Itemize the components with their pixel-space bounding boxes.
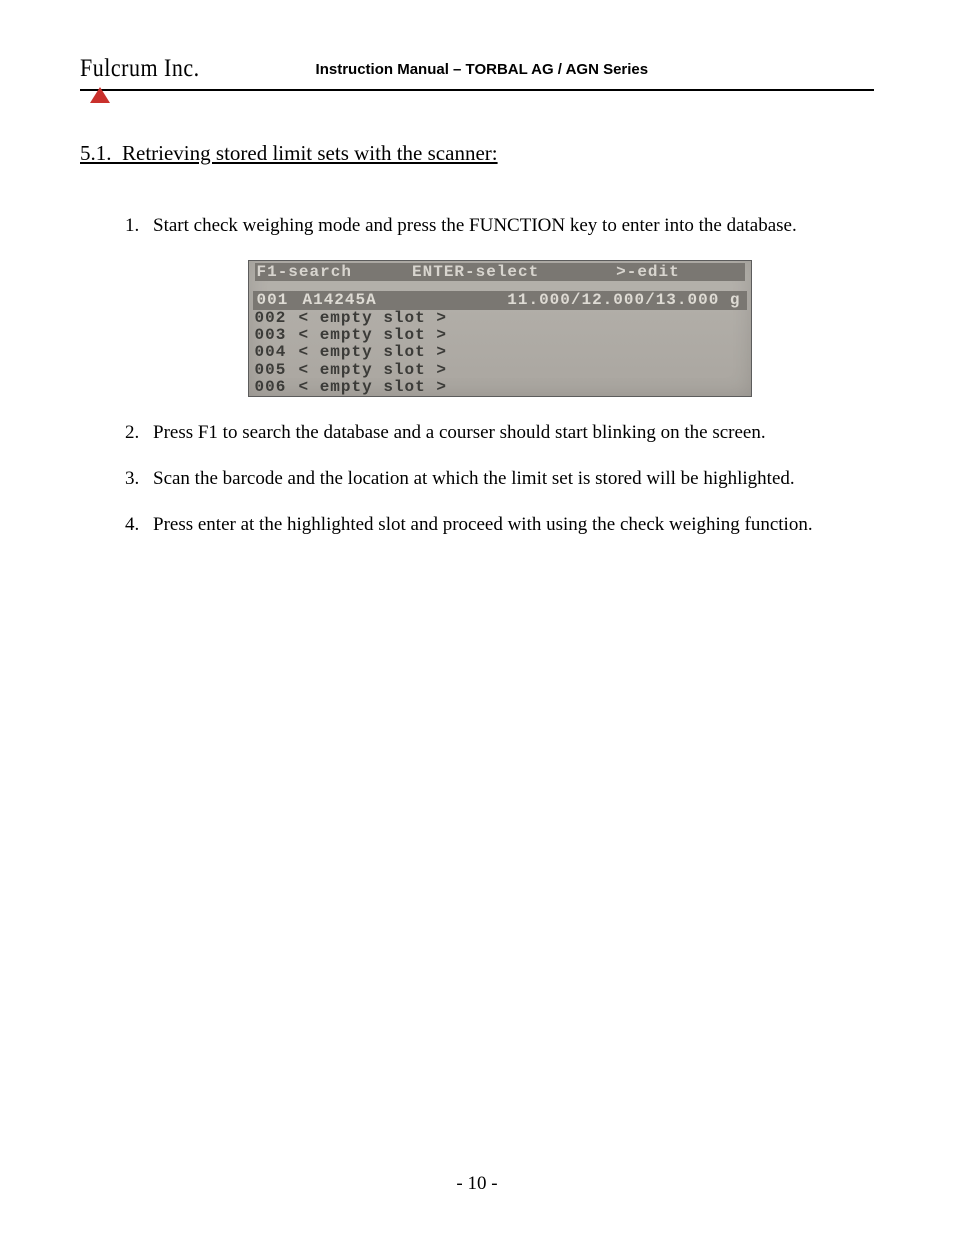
lcd-menu-right: >-edit [616,263,742,281]
lcd-row-sn: 004 [255,343,299,361]
lcd-row-sn: 005 [255,361,299,379]
lcd-screenshot: F1-search ENTER-select >-edit 001 A14245… [125,260,874,398]
lcd-row-label: < empty slot > [299,309,745,327]
list-item: 3. Scan the barcode and the location at … [125,467,874,491]
lcd-menu-row: F1-search ENTER-select >-edit [255,263,745,281]
lcd-row-sn: 006 [255,378,299,396]
company-logo-text: Fulcrum Inc. [80,53,200,83]
list-item-number: 2. [125,421,145,445]
list-item-text: Press enter at the highlighted slot and … [153,513,813,537]
lcd-row-value: 11.000/12.000/13.000 g [507,291,744,309]
lcd-row: 003 < empty slot > [255,326,745,344]
lcd-row-label: < empty slot > [299,378,745,396]
list-item-number: 4. [125,513,145,537]
lcd-row: 004 < empty slot > [255,343,745,361]
lcd-menu-center: ENTER-select [412,263,616,281]
list-item-number: 3. [125,467,145,491]
list-item: 1. Start check weighing mode and press t… [125,214,874,238]
section-number: 5.1. [80,141,112,165]
document-title: Instruction Manual – TORBAL AG / AGN Ser… [200,61,764,82]
lcd-display: F1-search ENTER-select >-edit 001 A14245… [248,260,752,398]
header-rule [80,89,874,91]
company-logo: Fulcrum Inc. [80,55,200,82]
instruction-list: 1. Start check weighing mode and press t… [125,214,874,537]
list-item-text: Start check weighing mode and press the … [153,214,797,238]
section-heading: 5.1. Retrieving stored limit sets with t… [80,141,874,166]
lcd-row-label: < empty slot > [299,326,745,344]
list-item-text: Press F1 to search the database and a co… [153,421,766,445]
document-page: Fulcrum Inc. Instruction Manual – TORBAL… [0,0,954,1235]
triangle-up-icon [90,87,110,103]
lcd-row-label: < empty slot > [299,361,745,379]
lcd-row: 005 < empty slot > [255,361,745,379]
lcd-row-label: A14245A [303,291,508,309]
page-header: Fulcrum Inc. Instruction Manual – TORBAL… [80,55,874,87]
lcd-row: 006 < empty slot > [255,378,745,396]
page-number: - 10 - [0,1173,954,1195]
lcd-row: 002 < empty slot > [255,309,745,327]
lcd-row-label: < empty slot > [299,343,745,361]
lcd-row-sn: 003 [255,326,299,344]
lcd-menu-left: F1-search [257,263,413,281]
list-item: 2. Press F1 to search the database and a… [125,421,874,445]
lcd-row-highlighted: 001 A14245A 11.000/12.000/13.000 g [253,291,747,309]
list-item-text: Scan the barcode and the location at whi… [153,467,795,491]
lcd-row-sn: 001 [255,291,303,309]
lcd-row-sn: 002 [255,309,299,327]
list-item: 4. Press enter at the highlighted slot a… [125,513,874,537]
list-item-number: 1. [125,214,145,238]
section-title-text: Retrieving stored limit sets with the sc… [122,141,498,165]
